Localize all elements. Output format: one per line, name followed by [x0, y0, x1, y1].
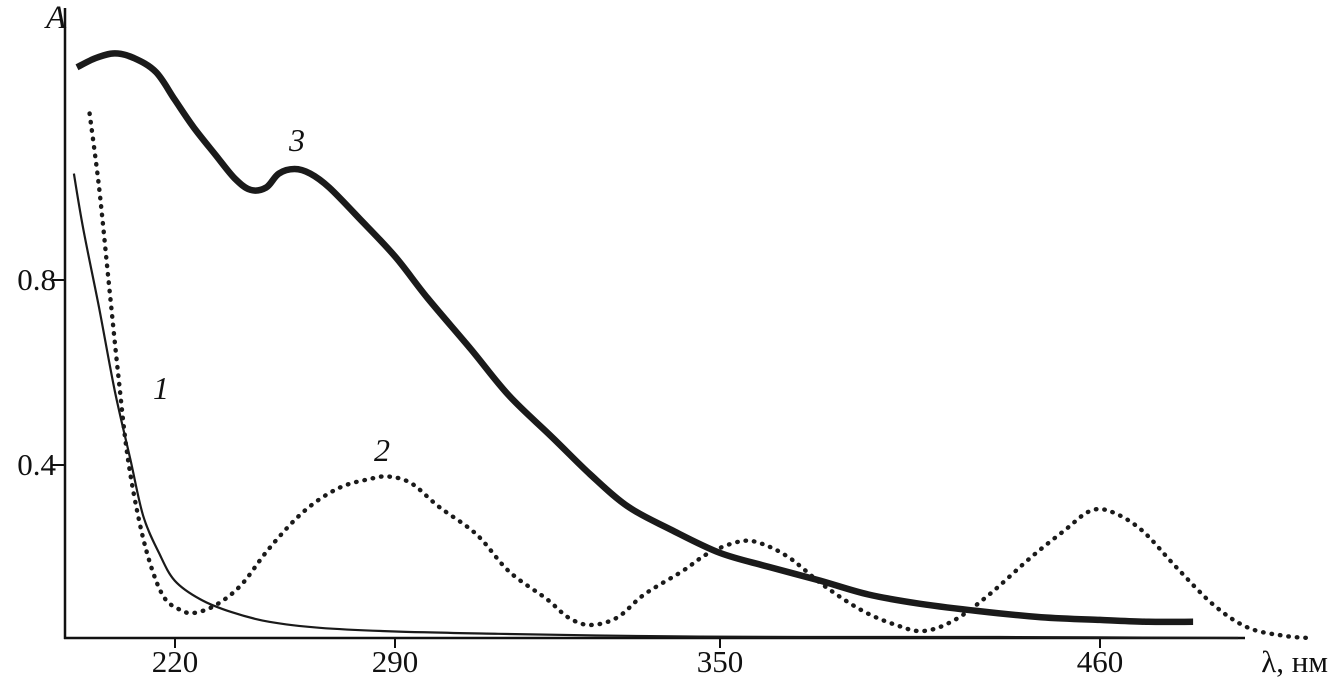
- curve-label-3: 3: [289, 122, 305, 158]
- y-tick-label-0.4: 0.4: [17, 447, 56, 482]
- y-axis-title: A: [46, 0, 67, 36]
- curve-2-line: [87, 111, 1313, 641]
- y-tick-label-0.8: 0.8: [17, 262, 56, 297]
- curves-group: [72, 50, 1313, 641]
- x-tick-label-460: 460: [1076, 644, 1124, 679]
- curve-label-1: 1: [153, 370, 169, 406]
- x-tick-label-350: 350: [696, 644, 744, 679]
- x-tick-label-290: 290: [371, 644, 419, 679]
- x-axis-title: λ, нм: [1261, 644, 1328, 679]
- curve-label-2: 2: [374, 432, 390, 468]
- curve-1-line: [72, 173, 1239, 640]
- x-tick-label-220: 220: [151, 644, 199, 679]
- curve-3-line: [75, 50, 1194, 626]
